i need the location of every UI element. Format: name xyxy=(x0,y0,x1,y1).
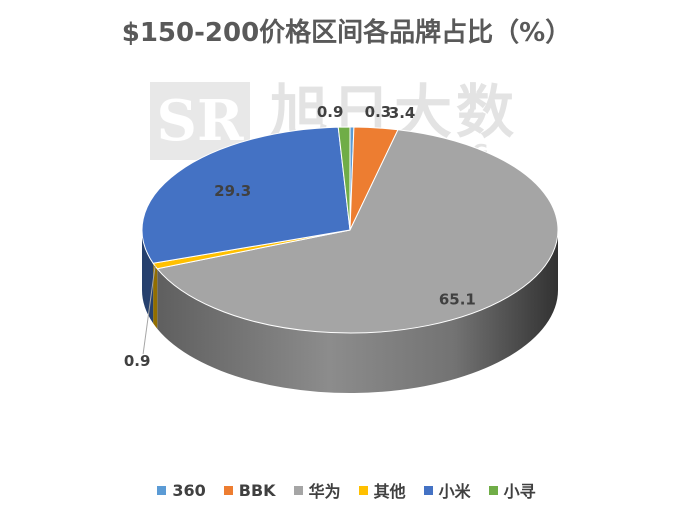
legend-item-1: BBK xyxy=(223,478,276,502)
legend-swatch-4 xyxy=(423,485,433,495)
legend-swatch-3 xyxy=(358,485,368,495)
legend-swatch-2 xyxy=(293,485,303,495)
legend-item-3: 其他 xyxy=(358,478,406,502)
data-label-5: 0.9 xyxy=(317,103,344,121)
legend-label-4: 小米 xyxy=(438,482,471,501)
legend-label-3: 其他 xyxy=(373,482,406,501)
legend-swatch-0 xyxy=(157,485,167,495)
pie-side-2 xyxy=(157,230,558,393)
data-label-1: 3.4 xyxy=(389,104,416,122)
data-label-4: 29.3 xyxy=(214,182,251,200)
pie-side-3 xyxy=(153,263,158,329)
legend-swatch-1 xyxy=(223,485,233,495)
legend-label-5: 小寻 xyxy=(503,482,536,501)
leader-line-3 xyxy=(142,265,156,355)
pie-slice-5 xyxy=(337,126,351,231)
legend-label-1: BBK xyxy=(238,480,276,500)
legend-label-0: 360 xyxy=(172,480,206,500)
data-label-0: 0.3 xyxy=(365,103,392,121)
legend-item-0: 360 xyxy=(157,478,206,502)
chart-title: $150-200价格区间各品牌占比（%） xyxy=(121,18,572,48)
legend-item-2: 华为 xyxy=(293,478,341,502)
pie-slice-4 xyxy=(141,126,351,264)
legend-label-2: 华为 xyxy=(308,482,341,501)
data-label-2: 65.1 xyxy=(439,291,476,309)
legend-item-4: 小米 xyxy=(423,478,471,502)
watermark-logo: SR xyxy=(150,82,250,160)
legend-swatch-5 xyxy=(488,485,498,495)
pie-slice-2 xyxy=(156,129,559,334)
data-label-3: 0.9 xyxy=(124,352,151,370)
legend: 360 BBK 华为 其他 小米 小寻 xyxy=(0,478,693,502)
legend-item-5: 小寻 xyxy=(488,478,536,502)
